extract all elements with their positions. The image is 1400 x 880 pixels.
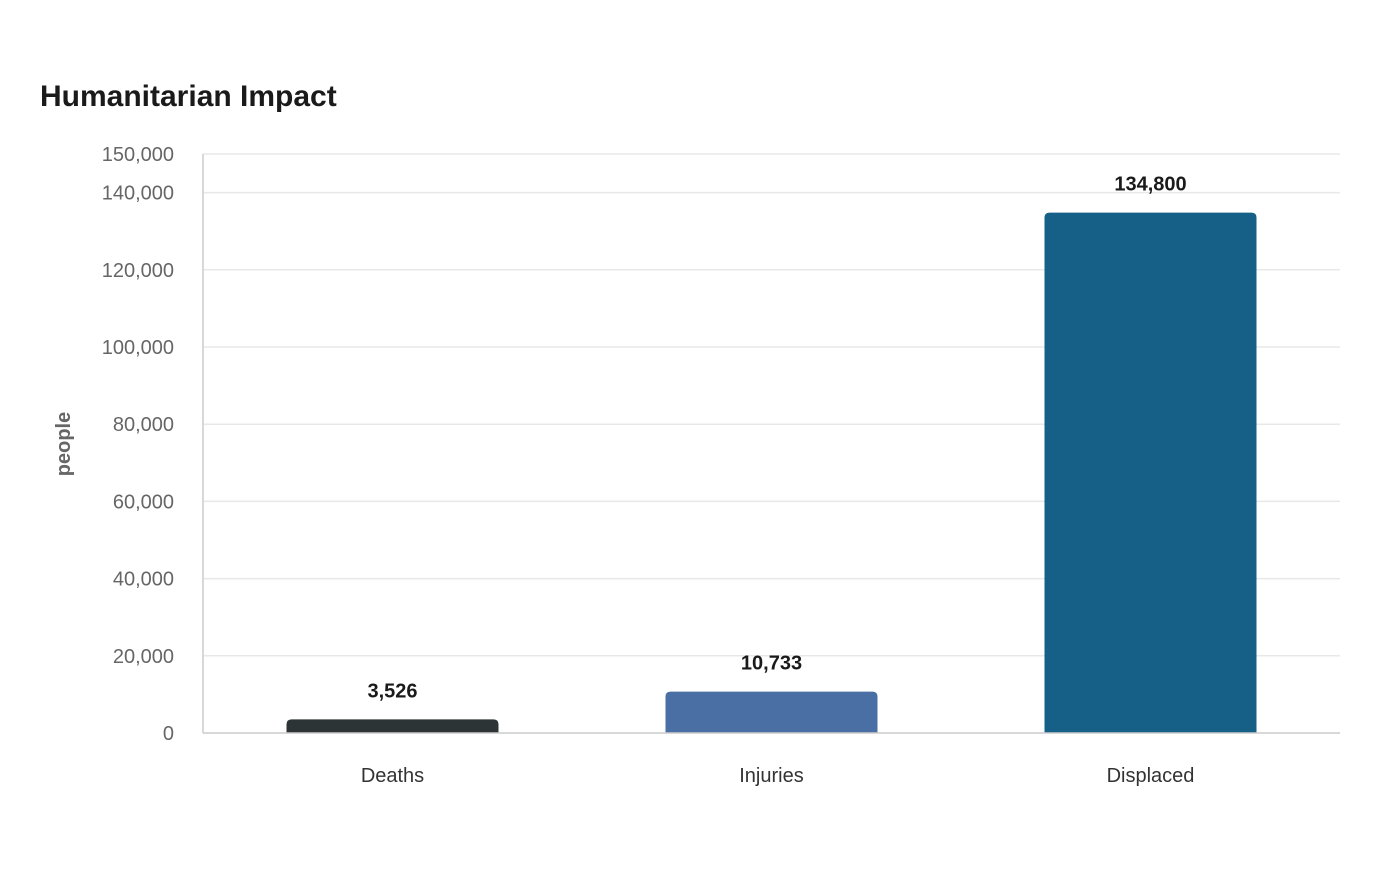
y-tick-label: 100,000	[102, 337, 174, 359]
y-tick-label: 120,000	[102, 260, 174, 282]
y-tick-label: 140,000	[102, 183, 174, 205]
x-category-label: Injuries	[739, 765, 803, 787]
bar-displaced	[1044, 212, 1257, 733]
y-tick-label: 60,000	[113, 491, 174, 513]
bar-injuries	[665, 691, 878, 733]
x-category-label: Displaced	[1107, 765, 1195, 787]
y-tick-label: 150,000	[102, 144, 174, 166]
x-category-label: Deaths	[361, 765, 424, 787]
bar-deaths	[286, 719, 499, 733]
y-axis-ticks: 0 20,000 40,000 60,000 80,000 100,000 120,000 1…	[102, 144, 174, 745]
value-labels: 3,526 10,733 134,800	[367, 174, 1186, 703]
bars	[286, 212, 1257, 733]
y-tick-label: 0	[163, 723, 174, 745]
y-tick-label: 80,000	[113, 414, 174, 436]
gridlines	[203, 153, 1340, 657]
y-tick-label: 20,000	[113, 646, 174, 668]
value-label: 134,800	[1114, 174, 1186, 196]
value-label: 3,526	[367, 680, 417, 702]
chart-title: Humanitarian Impact	[40, 80, 337, 113]
value-label: 10,733	[741, 653, 802, 675]
x-axis-categories: Deaths Injuries Displaced	[361, 765, 1195, 787]
y-tick-label: 40,000	[113, 569, 174, 591]
y-axis-label: people	[53, 412, 75, 476]
